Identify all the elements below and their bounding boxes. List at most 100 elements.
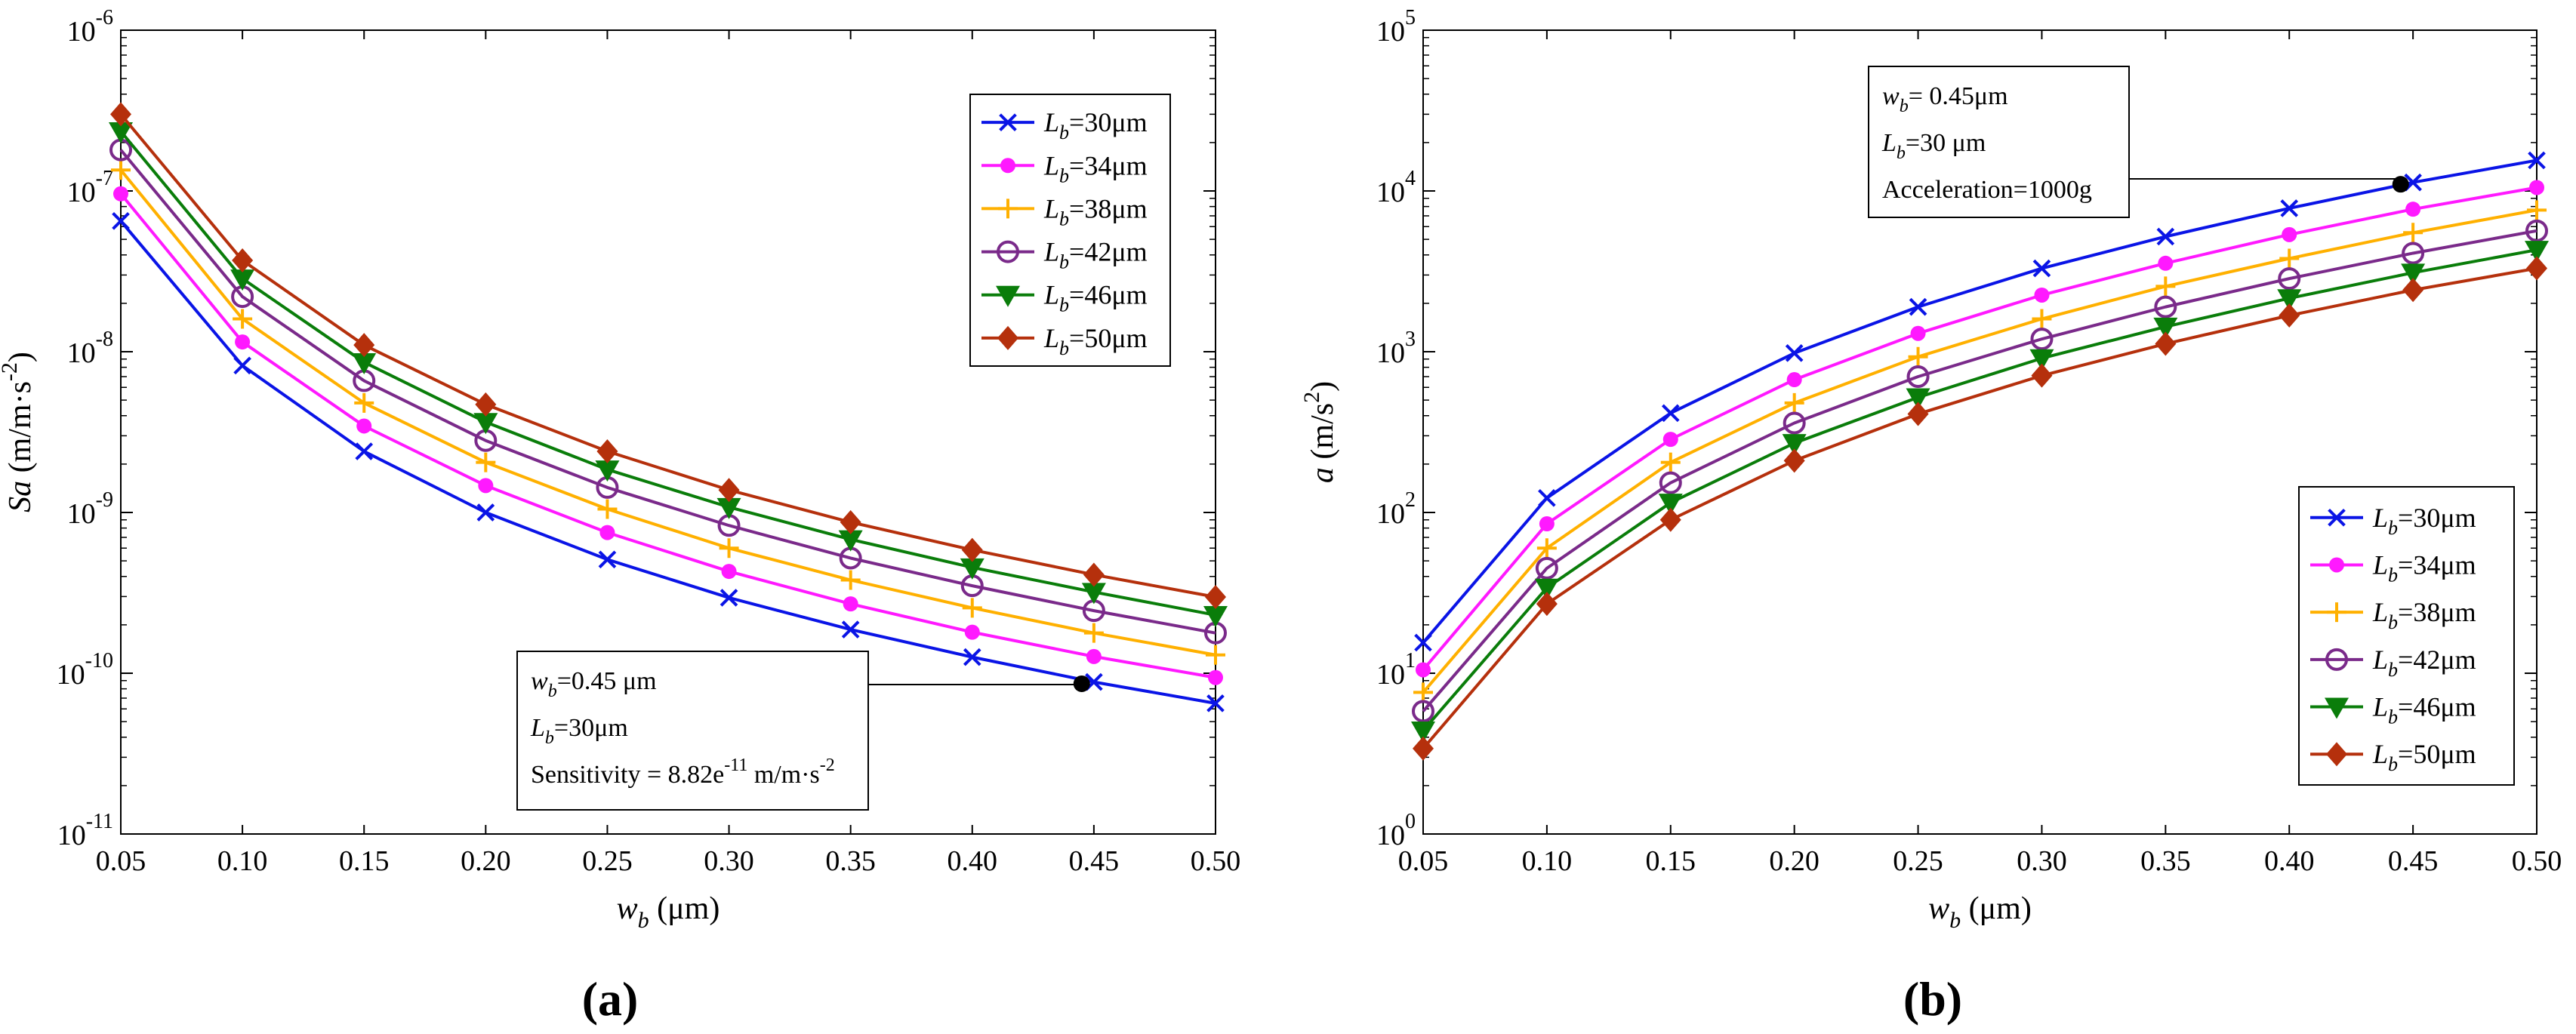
data-point-L38 <box>1660 452 1681 472</box>
data-point-L42 <box>2525 219 2548 242</box>
y-tick-label: 101 <box>1376 649 1416 691</box>
data-point-L46 <box>230 269 255 291</box>
series-line-L38 <box>119 168 1216 657</box>
legend-label-L50: Lb=50μm <box>2372 739 2476 775</box>
x-tick-label: 0.25 <box>582 845 633 877</box>
series-line-L38 <box>1422 208 2537 694</box>
data-point-L42 <box>1783 411 1806 435</box>
data-point-L46 <box>1658 494 1683 515</box>
x-tick-label: 0.05 <box>96 845 146 877</box>
data-point-L34 <box>2158 255 2174 271</box>
data-point-L50 <box>1659 507 1681 532</box>
data-point-L46 <box>838 530 863 552</box>
data-point-L30 <box>2032 259 2051 278</box>
y-tick-label: 104 <box>1376 167 1416 208</box>
annotation-line-3: Acceleration=1000g <box>1882 176 2092 204</box>
data-point-L42 <box>1906 365 1930 388</box>
legend-marker-L50 <box>2326 742 2347 767</box>
panel-caption: (b) <box>1903 972 1962 1026</box>
data-point-L50 <box>961 537 983 562</box>
panel-b-chart: 0.05 0.10 0.15 0.20 0.25 0.30 0.35 0.40 0.45 0.50… <box>1299 6 2562 1026</box>
data-point-L30 <box>233 356 251 375</box>
data-point-L38 <box>2403 223 2423 243</box>
legend-marker-L50 <box>997 325 1018 350</box>
data-point-L30 <box>963 648 981 666</box>
data-point-L30 <box>841 620 860 639</box>
annotation-line-1: wb=0.45 μm <box>531 667 657 701</box>
y-axis-label: a (m/s2) <box>1299 381 1340 483</box>
x-tick-label: 0.05 <box>1398 845 1449 877</box>
data-point-L34 <box>2282 226 2297 242</box>
legend: Lb=30μm Lb=34μm Lb=38μm Lb=42μm Lb=46μm Lb=50… <box>2298 486 2515 786</box>
series-line-L46 <box>1422 248 2537 732</box>
data-point-L50 <box>1083 562 1105 587</box>
data-point-L30 <box>1661 404 1680 423</box>
y-tick-label: 10-11 <box>57 810 113 851</box>
series-line-L30 <box>119 220 1216 705</box>
legend-marker-L34 <box>1000 158 1015 174</box>
annotation-line-2: Lb=30μm <box>530 714 628 748</box>
x-axis-label: wb (μm) <box>1928 891 2032 933</box>
legend-marker-L38 <box>2327 602 2346 623</box>
legend-marker-L30 <box>999 113 1017 131</box>
panel-a-chart: 0.05 0.10 0.15 0.20 0.25 0.30 0.35 0.40 0.45 0.50… <box>0 6 1240 1026</box>
series-line-L34 <box>119 192 1216 679</box>
annotation-line-3: Sensitivity = 8.82e-11 m/m·s-2 <box>531 755 835 789</box>
data-point-L30 <box>1909 297 1927 316</box>
data-point-L46 <box>1081 583 1106 605</box>
data-point-L50 <box>1413 736 1434 761</box>
x-tick-label: 0.50 <box>1191 845 1241 877</box>
data-point-L30 <box>112 212 130 230</box>
annotation-point <box>2392 176 2409 193</box>
data-point-L38 <box>476 452 496 472</box>
legend-marker-L42 <box>997 240 1019 263</box>
data-point-L50 <box>475 392 497 417</box>
data-point-L38 <box>2155 276 2176 297</box>
legend-marker-L46 <box>996 285 1020 307</box>
legend-box <box>2298 486 2515 786</box>
x-tick-label: 0.20 <box>1769 845 1820 877</box>
annotation-box <box>1868 66 2130 218</box>
data-point-L42 <box>2278 267 2301 291</box>
x-tick-label: 0.30 <box>2017 845 2067 877</box>
data-point-L34 <box>2529 180 2544 195</box>
data-point-L46 <box>1203 605 1228 627</box>
plot-frame <box>120 29 1216 835</box>
data-point-L34 <box>2405 202 2421 217</box>
annotation-line-1: wb= 0.45μm <box>1882 82 2008 116</box>
data-point-L34 <box>1539 516 1555 532</box>
legend-label-L38: Lb=38μm <box>1043 193 1148 229</box>
annotation-box <box>516 651 869 811</box>
data-point-L46 <box>2525 241 2549 263</box>
data-point-L46 <box>109 122 133 143</box>
x-tick-label: 0.40 <box>2264 845 2315 877</box>
series-line-L50 <box>1422 266 2537 750</box>
data-point-L46 <box>1782 434 1807 456</box>
data-point-L38 <box>2032 309 2052 329</box>
legend-label-L42: Lb=42μm <box>2372 645 2476 681</box>
data-point-L30 <box>1414 633 1432 652</box>
legend-marker-L38 <box>998 198 1018 219</box>
y-tick-label: 100 <box>1376 810 1416 851</box>
series-line-L42 <box>119 149 1216 635</box>
data-point-L38 <box>962 598 982 618</box>
data-point-L50 <box>2402 278 2424 303</box>
data-point-L34 <box>478 478 494 494</box>
annotation-line-2: Lb=30 μm <box>1881 129 1986 163</box>
data-point-L50 <box>1205 584 1226 609</box>
data-point-L34 <box>599 525 615 540</box>
data-point-L30 <box>2280 199 2299 217</box>
x-tick-label: 0.20 <box>461 845 511 877</box>
y-tick-label: 102 <box>1376 488 1416 530</box>
legend-marker-L30 <box>2328 508 2346 527</box>
data-point-L30 <box>1206 694 1225 712</box>
data-point-L38 <box>597 499 618 519</box>
data-point-L38 <box>840 570 861 590</box>
x-axis-label: wb (μm) <box>617 891 720 933</box>
legend-label-L38: Lb=38μm <box>2372 597 2476 633</box>
data-point-L46 <box>1534 578 1559 600</box>
data-point-L46 <box>2029 349 2054 371</box>
data-point-L34 <box>843 596 858 612</box>
y-tick-label: 10-10 <box>57 649 113 691</box>
